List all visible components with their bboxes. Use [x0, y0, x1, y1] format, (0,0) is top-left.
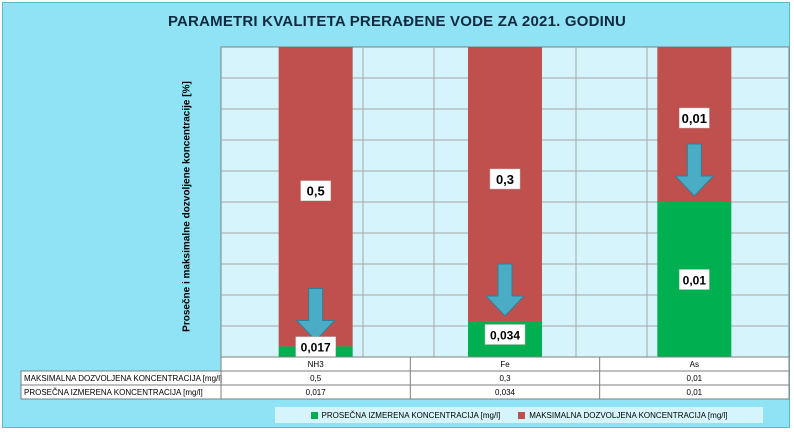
- data-label-measured-box: [484, 324, 526, 345]
- legend-label-measured: PROSEČNA IZMERENA KONCENTRACIJA [mg/l]: [321, 410, 501, 420]
- data-label-max-box: [679, 107, 710, 129]
- data-label-measured-box: [679, 269, 710, 290]
- table-cell: 0,034: [495, 388, 516, 397]
- chart-title: PARAMETRI KVALITETA PRERAĐENE VODE ZA 20…: [167, 13, 627, 30]
- table-row-label: PROSEČNA IZMERENA KONCENTRACIJA [mg/l]: [24, 388, 203, 397]
- chart-canvas: 0,5 0,017 0,3 0,034 0,01 0,01 NH3 Fe As MAKSIMALN…: [20, 46, 790, 400]
- data-label-measured: 0,01: [683, 274, 707, 288]
- legend-item-max: MAKSIMALNA DOZVOLJENA KONCENTRACIJA [mg/…: [518, 411, 727, 420]
- table-row-label: MAKSIMALNA DOZVOLJENA KONCENTRACIJA [mg/…: [24, 374, 222, 383]
- table-row: [20, 384, 790, 400]
- table-cell: 0,3: [499, 374, 511, 383]
- data-label-max-box: [489, 168, 521, 190]
- table-cell: 0,01: [687, 374, 703, 383]
- arrow-icon: [484, 263, 526, 317]
- legend-item-measured: PROSEČNA IZMERENA KONCENTRACIJA [mg/l]: [310, 410, 501, 420]
- chart-frame: PARAMETRI KVALITETA PRERAĐENE VODE ZA 20…: [2, 2, 790, 428]
- table-cell: 0,5: [310, 374, 322, 383]
- data-label-max: 0,5: [307, 184, 325, 199]
- legend-swatch-measured: [310, 411, 318, 419]
- data-label-max-box: [300, 180, 331, 201]
- x-tick-label: NH3: [308, 360, 325, 369]
- legend-label-max: MAKSIMALNA DOZVOLJENA KONCENTRACIJA [mg/…: [529, 410, 728, 420]
- x-tick-label: Fe: [500, 360, 510, 369]
- legend-swatch-max: [518, 411, 526, 419]
- legend: PROSEČNA IZMERENA KONCENTRACIJA [mg/l] M…: [275, 407, 763, 423]
- data-label-measured: 0,017: [301, 341, 331, 355]
- data-label-max: 0,3: [496, 172, 514, 187]
- data-label-measured: 0,034: [490, 328, 520, 342]
- x-tick-label: As: [690, 360, 699, 369]
- table-cell: 0,01: [687, 388, 703, 397]
- table-cell: 0,017: [306, 388, 327, 397]
- arrow-icon: [674, 143, 715, 197]
- arrow-icon: [295, 287, 336, 342]
- data-label-max: 0,01: [682, 111, 707, 126]
